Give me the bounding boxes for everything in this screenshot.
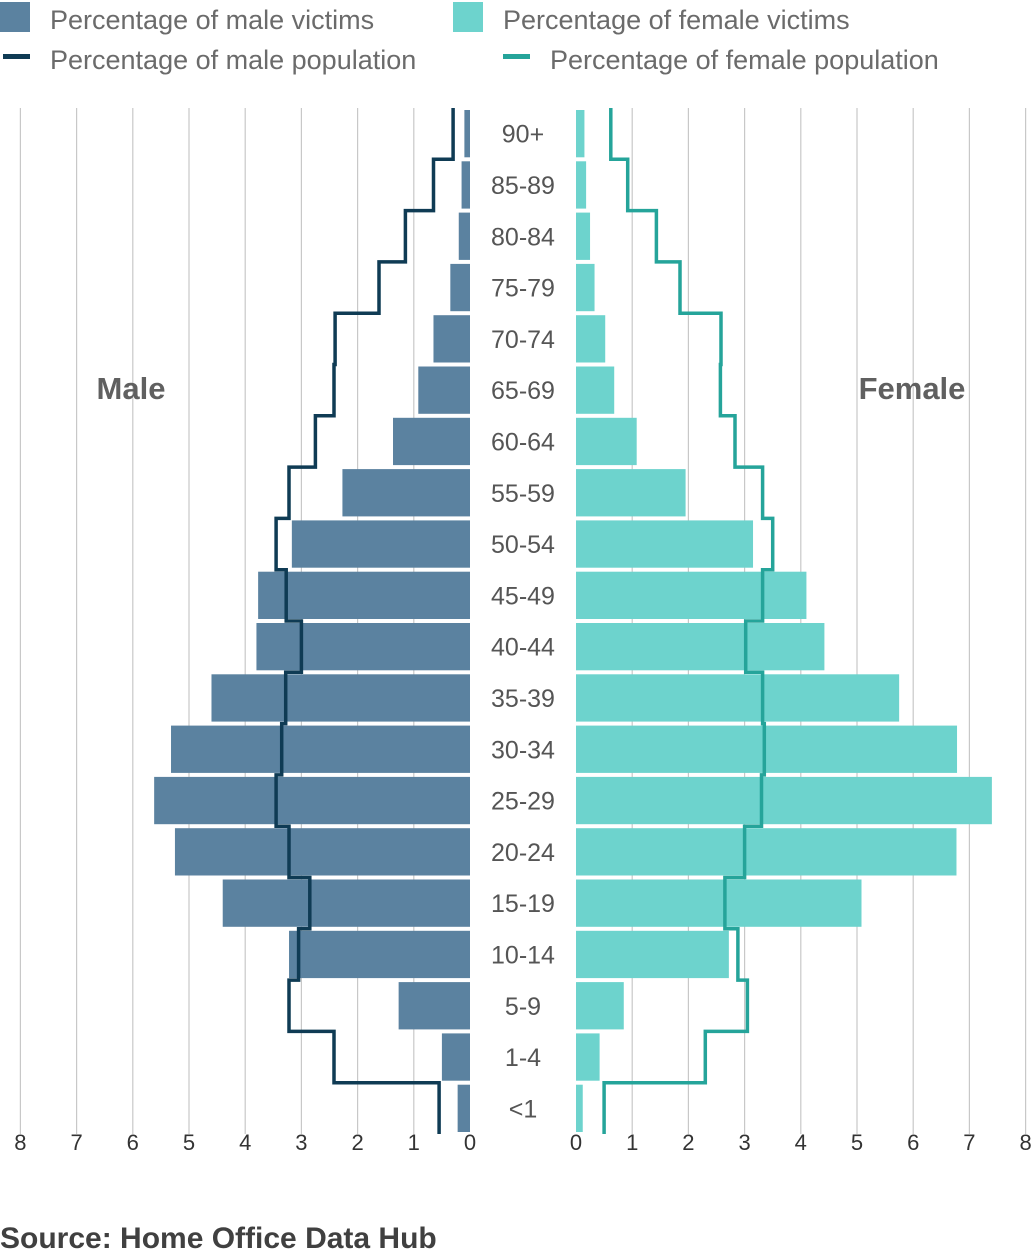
x-tick-label-right: 0 xyxy=(570,1130,582,1155)
source-note: Source: Home Office Data Hub xyxy=(0,1222,437,1255)
female-victims-bar xyxy=(576,366,615,414)
x-tick-label-right: 6 xyxy=(907,1130,919,1155)
legend-entry-label: Percentage of female victims xyxy=(503,5,850,35)
legend-swatch xyxy=(0,2,30,32)
age-group-label: 70-74 xyxy=(491,326,555,354)
age-group-label: 85-89 xyxy=(491,172,555,200)
male-victims-bar xyxy=(458,212,470,260)
x-tick-label-right: 1 xyxy=(626,1130,638,1155)
male-victims-bar xyxy=(393,417,470,466)
population-lines xyxy=(274,108,775,1134)
x-tick-label-left: 0 xyxy=(464,1130,476,1155)
female-victims-bar xyxy=(576,674,900,722)
x-tick-label-right: 4 xyxy=(795,1130,807,1155)
female-victims-bar xyxy=(576,776,992,825)
age-group-label: 80-84 xyxy=(491,223,555,251)
male-victims-bar xyxy=(441,1033,470,1081)
female-victims-bar xyxy=(576,1033,600,1081)
male-victims-bar xyxy=(171,725,471,773)
male-victims-bar xyxy=(450,263,470,312)
age-group-label: 25-29 xyxy=(491,788,555,816)
male-victims-bar xyxy=(289,930,470,979)
age-group-label: 10-14 xyxy=(491,941,555,969)
age-group-label: <1 xyxy=(509,1095,538,1123)
male-victims-bar xyxy=(154,776,470,825)
legend: Percentage of male victims Percentage of … xyxy=(0,2,939,75)
female-victims-bar xyxy=(576,879,862,927)
female-victims-bar xyxy=(576,520,754,568)
x-tick-label-right: 3 xyxy=(738,1130,750,1155)
x-tick-label-left: 7 xyxy=(70,1130,82,1155)
female-victims-bar xyxy=(576,212,591,260)
legend-entry-label: Percentage of male victims xyxy=(50,5,374,35)
male-victims-bar xyxy=(211,674,471,722)
female-victims-bar xyxy=(576,315,606,363)
x-tick-label-left: 5 xyxy=(183,1130,195,1155)
male-victims-bar xyxy=(258,571,470,619)
female-population-line xyxy=(602,108,775,1134)
male-victims-bar xyxy=(291,520,470,568)
age-group-label: 5-9 xyxy=(505,993,541,1021)
legend-entry-label: Percentage of female population xyxy=(550,45,939,75)
age-group-label: 35-39 xyxy=(491,685,555,713)
age-group-label: 65-69 xyxy=(491,377,555,405)
female-victims-bar xyxy=(576,828,957,876)
female-victims-bar xyxy=(576,469,686,517)
male-victims-bar xyxy=(256,623,470,671)
x-axis-ticks: 8 7 6 5 4 3 2 1 0 0 1 2 3 4 5 6 7 8 xyxy=(14,1130,1031,1155)
female-victims-bar xyxy=(576,263,595,312)
age-group-label: 1-4 xyxy=(505,1044,541,1072)
female-victims-bar xyxy=(576,725,958,773)
bars xyxy=(154,110,992,1132)
female-victims-bar xyxy=(576,571,807,619)
age-group-label: 55-59 xyxy=(491,480,555,508)
female-victims-bar xyxy=(576,623,825,671)
legend-swatch xyxy=(453,2,483,32)
gridlines xyxy=(19,108,1027,1134)
x-tick-label-right: 8 xyxy=(1019,1130,1031,1155)
legend-entry-label: Percentage of male population xyxy=(50,45,416,75)
age-group-label: 50-54 xyxy=(491,531,555,559)
x-tick-label-left: 8 xyxy=(14,1130,26,1155)
male-victims-bar xyxy=(222,879,470,927)
male-victims-bar xyxy=(418,366,470,414)
female-victims-bar xyxy=(576,982,624,1030)
legend-line-swatch xyxy=(503,54,530,59)
male-victims-bar xyxy=(464,110,470,158)
x-tick-label-left: 6 xyxy=(127,1130,139,1155)
x-tick-label-left: 1 xyxy=(408,1130,420,1155)
x-tick-label-left: 3 xyxy=(295,1130,307,1155)
x-tick-label-left: 2 xyxy=(351,1130,363,1155)
population-pyramid-chart: Percentage of male victims Percentage of … xyxy=(0,2,1032,1155)
male-victims-bar xyxy=(433,315,470,363)
male-side-label: Male xyxy=(97,371,166,406)
age-group-label: 40-44 xyxy=(491,634,555,662)
male-victims-bar xyxy=(398,982,470,1030)
male-victims-bar xyxy=(461,161,470,209)
age-group-label: 15-19 xyxy=(491,890,555,918)
female-victims-bar xyxy=(576,930,729,979)
x-tick-label-right: 5 xyxy=(851,1130,863,1155)
male-population-line xyxy=(274,108,455,1134)
female-victims-bar xyxy=(576,1084,583,1132)
category-labels: 90+ 85-89 80-84 75-79 70-74 65-69 60-64 55-59 50… xyxy=(491,121,555,1124)
x-tick-label-right: 2 xyxy=(682,1130,694,1155)
female-victims-bar xyxy=(576,110,585,158)
age-group-label: 20-24 xyxy=(491,839,555,867)
age-group-label: 45-49 xyxy=(491,582,555,610)
age-group-label: 75-79 xyxy=(491,275,555,303)
x-tick-label-left: 4 xyxy=(239,1130,251,1155)
age-group-label: 90+ xyxy=(502,121,544,149)
legend-line-swatch xyxy=(3,54,30,59)
male-victims-bar xyxy=(174,828,470,876)
male-victims-bar xyxy=(342,469,470,517)
age-group-label: 60-64 xyxy=(491,428,555,456)
female-victims-bar xyxy=(576,417,637,466)
female-side-label: Female xyxy=(859,371,966,406)
female-victims-bar xyxy=(576,161,587,209)
male-victims-bar xyxy=(457,1084,470,1132)
age-group-label: 30-34 xyxy=(491,736,555,764)
x-tick-label-right: 7 xyxy=(963,1130,975,1155)
